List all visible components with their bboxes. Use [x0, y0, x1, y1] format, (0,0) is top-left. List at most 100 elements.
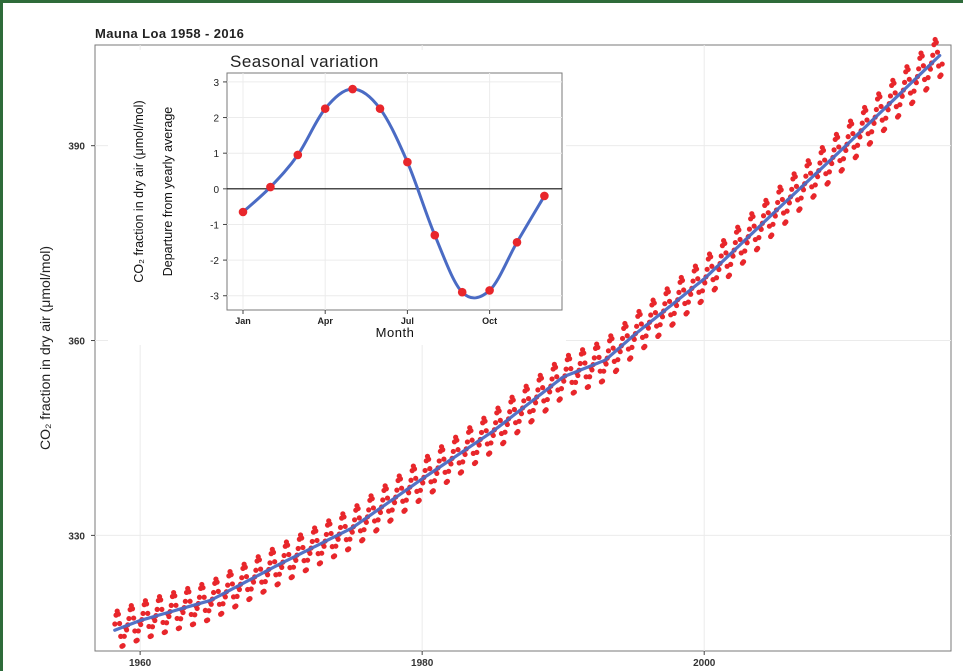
observation-point — [901, 79, 908, 85]
observation-point — [262, 579, 268, 585]
observation-point — [624, 333, 630, 339]
observation-point — [850, 130, 856, 137]
observation-point — [742, 248, 748, 254]
observation-point — [515, 428, 521, 435]
observation-point — [718, 253, 724, 259]
observation-point — [726, 272, 733, 278]
observation-point — [152, 617, 158, 624]
observation-point — [651, 300, 657, 306]
observation-point — [628, 355, 634, 361]
observation-point — [352, 517, 358, 523]
observation-point — [166, 613, 172, 620]
observation-point — [867, 140, 874, 146]
observation-point — [835, 134, 841, 140]
observation-point — [712, 285, 718, 291]
observation-point — [883, 115, 889, 121]
observation-point — [416, 497, 422, 503]
observation-point — [337, 524, 344, 531]
observation-point — [554, 374, 560, 380]
y-tick-label: 390 — [68, 142, 85, 153]
observation-point — [384, 495, 391, 501]
observation-point — [361, 527, 367, 533]
observation-point — [295, 545, 301, 552]
observation-point — [737, 236, 743, 243]
observation-point — [239, 575, 245, 581]
observation-point — [304, 557, 311, 563]
observation-point — [321, 543, 327, 549]
observation-point — [688, 291, 694, 297]
observation-point — [538, 375, 545, 381]
observation-point — [440, 447, 446, 453]
observation-point — [279, 564, 285, 570]
observation-point — [803, 173, 809, 179]
observation-point — [394, 487, 400, 493]
observation-point — [882, 126, 888, 132]
inset-y-tick-label: 1 — [213, 149, 219, 160]
observation-point — [502, 429, 508, 435]
observation-point — [214, 579, 220, 585]
observation-point — [603, 361, 609, 367]
observation-point — [637, 311, 643, 318]
observation-point — [869, 129, 875, 135]
observation-point — [346, 546, 352, 552]
observation-point — [446, 468, 452, 474]
observation-point — [702, 280, 708, 286]
observation-point — [695, 276, 701, 282]
observation-point — [182, 598, 188, 604]
observation-point — [116, 620, 123, 627]
observation-point — [698, 298, 704, 304]
inset-y-axis-label: CO₂ fraction in dry air (μmol/mol) — [132, 100, 146, 282]
observation-point — [289, 574, 295, 580]
observation-point — [434, 470, 440, 477]
observation-point — [275, 581, 281, 587]
observation-point — [854, 142, 861, 148]
inset-point — [238, 207, 248, 217]
observation-point — [849, 121, 855, 127]
observation-point — [233, 603, 239, 609]
observation-point — [112, 621, 118, 627]
observation-point — [826, 169, 832, 175]
observation-point — [138, 621, 144, 628]
observation-point — [671, 310, 677, 316]
observation-point — [482, 418, 488, 424]
observation-point — [234, 593, 240, 599]
observation-point — [220, 601, 226, 607]
observation-point — [267, 560, 273, 566]
observation-point — [713, 275, 720, 281]
observation-point — [450, 448, 456, 455]
inset-plot-area — [226, 72, 563, 311]
observation-point — [402, 507, 408, 513]
observation-point — [355, 505, 361, 512]
observation-point — [436, 458, 442, 464]
observation-point — [143, 601, 150, 607]
observation-point — [411, 466, 418, 472]
inset-point — [348, 84, 357, 94]
observation-point — [877, 94, 883, 100]
observation-point — [518, 411, 525, 417]
observation-point — [659, 314, 666, 320]
observation-point — [746, 226, 753, 232]
observation-point — [681, 287, 687, 293]
observation-point — [426, 456, 432, 462]
observation-point — [389, 507, 395, 513]
observation-point — [595, 344, 601, 351]
observation-point — [916, 66, 922, 72]
observation-point — [413, 475, 419, 481]
observation-point — [270, 549, 277, 555]
observation-point — [643, 333, 649, 339]
observation-point — [487, 450, 493, 456]
observation-point — [215, 588, 221, 594]
observation-point — [504, 421, 510, 428]
inset-x-tick-label: Jan — [235, 316, 251, 326]
observation-point — [257, 566, 264, 572]
observation-point — [173, 602, 179, 608]
observation-point — [817, 160, 823, 166]
observation-point — [129, 606, 136, 612]
observation-point — [652, 310, 659, 316]
observation-point — [186, 589, 192, 595]
observation-point — [589, 367, 595, 373]
observation-point — [332, 553, 338, 559]
observation-point — [596, 354, 602, 360]
observation-point — [391, 500, 398, 506]
